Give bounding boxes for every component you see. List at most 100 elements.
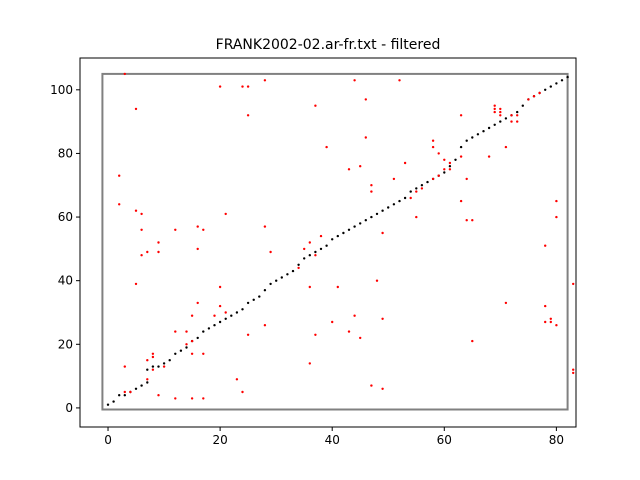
data-point [246, 301, 250, 305]
data-point [308, 241, 311, 244]
data-point [291, 269, 295, 273]
data-point [353, 225, 356, 228]
data-point [174, 352, 177, 355]
data-point [566, 75, 569, 79]
data-point [403, 161, 407, 165]
data-point [162, 365, 166, 368]
data-point [544, 88, 547, 92]
data-point [202, 397, 205, 400]
data-point [420, 184, 424, 187]
data-point [336, 285, 339, 289]
data-point [275, 279, 278, 282]
data-point [190, 397, 194, 400]
data-point [190, 352, 194, 355]
data-point [196, 336, 199, 340]
data-point [482, 130, 485, 133]
data-point [459, 114, 463, 117]
data-point [381, 317, 384, 320]
data-point [448, 161, 452, 165]
data-point [331, 238, 334, 241]
data-point [146, 359, 149, 362]
data-point [431, 139, 435, 142]
data-point [218, 285, 222, 289]
data-point [185, 343, 188, 346]
data-point [359, 222, 362, 225]
data-point [263, 289, 267, 292]
data-point [179, 349, 183, 352]
data-point [129, 390, 132, 394]
data-point [202, 352, 205, 355]
data-point [196, 225, 199, 228]
data-point [544, 320, 547, 324]
data-point [370, 384, 373, 387]
data-point [420, 187, 424, 190]
data-point [146, 368, 149, 371]
data-point [471, 339, 474, 343]
data-point [353, 79, 356, 82]
data-point [487, 155, 491, 158]
data-point [443, 168, 446, 171]
data-point [431, 177, 435, 181]
data-point [392, 177, 396, 181]
data-point [471, 219, 474, 222]
data-point [431, 145, 435, 149]
data-point [465, 177, 468, 181]
data-point [196, 247, 199, 251]
data-point [224, 311, 227, 314]
data-point [185, 346, 188, 349]
data-point [314, 254, 317, 257]
data-point [308, 254, 311, 257]
data-point [403, 196, 407, 200]
data-point [443, 158, 446, 161]
data-point [151, 355, 155, 359]
data-point [370, 215, 373, 219]
data-point [465, 139, 468, 142]
data-point [269, 282, 272, 286]
data-point [572, 282, 575, 286]
x-tick-label: 40 [325, 433, 340, 447]
data-point [123, 365, 127, 368]
bounding-rect [101, 72, 569, 411]
data-point [112, 400, 115, 403]
data-point [342, 231, 345, 235]
data-point [241, 390, 244, 394]
data-point [493, 110, 496, 114]
data-point [118, 394, 121, 397]
data-point [157, 250, 160, 254]
data-point [499, 107, 502, 111]
data-point [308, 285, 311, 289]
data-point [174, 397, 177, 400]
data-point [510, 120, 513, 123]
data-point [218, 320, 222, 324]
data-point [151, 365, 155, 368]
data-point [241, 85, 244, 88]
data-point [516, 110, 519, 114]
y-tick-label: 80 [58, 146, 73, 160]
data-point [398, 199, 401, 203]
data-point [213, 314, 216, 317]
data-point [387, 206, 390, 209]
data-point [493, 123, 496, 127]
data-point [151, 352, 155, 355]
chart-title: FRANK2002-02.ar-fr.txt - filtered [216, 37, 441, 53]
data-point [555, 324, 558, 327]
data-point [476, 133, 480, 136]
x-tick-label: 60 [437, 433, 452, 447]
data-point [319, 234, 323, 238]
data-point [437, 174, 440, 177]
points-layer [106, 72, 575, 406]
data-point [504, 117, 508, 120]
data-point [572, 371, 575, 375]
data-point [527, 98, 530, 101]
data-point [331, 320, 334, 324]
data-point [448, 165, 452, 168]
data-point [146, 381, 149, 384]
data-point [465, 219, 468, 222]
data-point [499, 110, 502, 114]
data-point [544, 304, 547, 308]
data-point [174, 228, 177, 231]
data-point [118, 174, 121, 177]
data-point [151, 368, 155, 371]
data-point [555, 215, 558, 219]
